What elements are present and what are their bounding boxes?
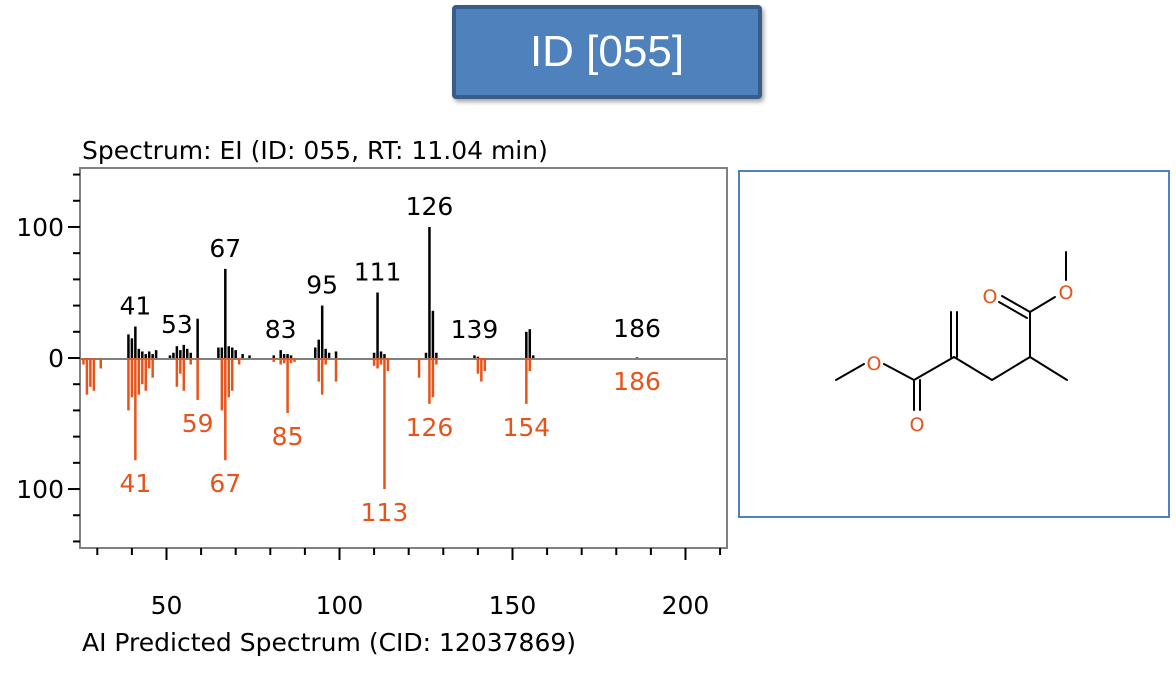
measured-peak-label: 83 xyxy=(265,315,297,344)
peak-labels: 41 53 67 83 95 111 126 139 186 41 59 67 85 113 126 154 1… xyxy=(119,192,660,527)
predicted-peak-label: 186 xyxy=(613,367,661,396)
measured-peak-label: 53 xyxy=(161,310,193,339)
spectrum-top-caption: Spectrum: EI (ID: 055, RT: 11.04 min) xyxy=(82,136,548,165)
predicted-peak-label: 113 xyxy=(361,498,409,527)
x-axis: 50 100 150 200 xyxy=(96,548,722,620)
y-tick-label: 100 xyxy=(16,475,64,504)
measured-peak-label: 41 xyxy=(119,292,151,321)
x-tick-label: 100 xyxy=(316,591,364,620)
oxygen-atom-label: O xyxy=(1059,282,1074,304)
predicted-peak-label: 126 xyxy=(406,413,454,442)
measured-peak-label: 126 xyxy=(406,192,454,221)
x-tick-label: 200 xyxy=(662,591,710,620)
y-axis: 100 0 100 xyxy=(16,173,80,543)
y-tick-label: 0 xyxy=(48,344,64,373)
oxygen-atom-label: O xyxy=(867,353,882,375)
x-tick-label: 150 xyxy=(489,591,537,620)
measured-peak-label: 186 xyxy=(613,314,661,343)
oxygen-atom-label: O xyxy=(910,414,925,436)
y-tick-label: 100 xyxy=(16,213,64,242)
id-badge-text: ID [055] xyxy=(529,27,685,76)
predicted-peaks xyxy=(82,358,532,490)
measured-peak-label: 139 xyxy=(451,315,499,344)
measured-peaks xyxy=(127,226,639,358)
spectrum-chart: 100 0 100 50 100 150 200 41 53 67 83 95 111 126 139 1… xyxy=(16,167,728,620)
predicted-peak-label: 154 xyxy=(502,413,550,442)
structure-panel: O O O O xyxy=(738,170,1170,518)
x-tick-label: 50 xyxy=(151,591,183,620)
measured-peak-label: 111 xyxy=(354,257,402,286)
molecule-structure: O O O O xyxy=(835,251,1074,436)
oxygen-atom-label: O xyxy=(983,286,998,308)
predicted-peak-label: 67 xyxy=(209,469,241,498)
measured-peak-label: 95 xyxy=(306,271,338,300)
predicted-peak-label: 85 xyxy=(272,422,304,451)
predicted-peak-label: 41 xyxy=(119,469,151,498)
id-badge: ID [055] xyxy=(452,5,762,99)
predicted-peak-label: 59 xyxy=(182,409,214,438)
measured-peak-label: 67 xyxy=(209,234,241,263)
spectrum-bottom-caption: AI Predicted Spectrum (CID: 12037869) xyxy=(82,628,577,657)
